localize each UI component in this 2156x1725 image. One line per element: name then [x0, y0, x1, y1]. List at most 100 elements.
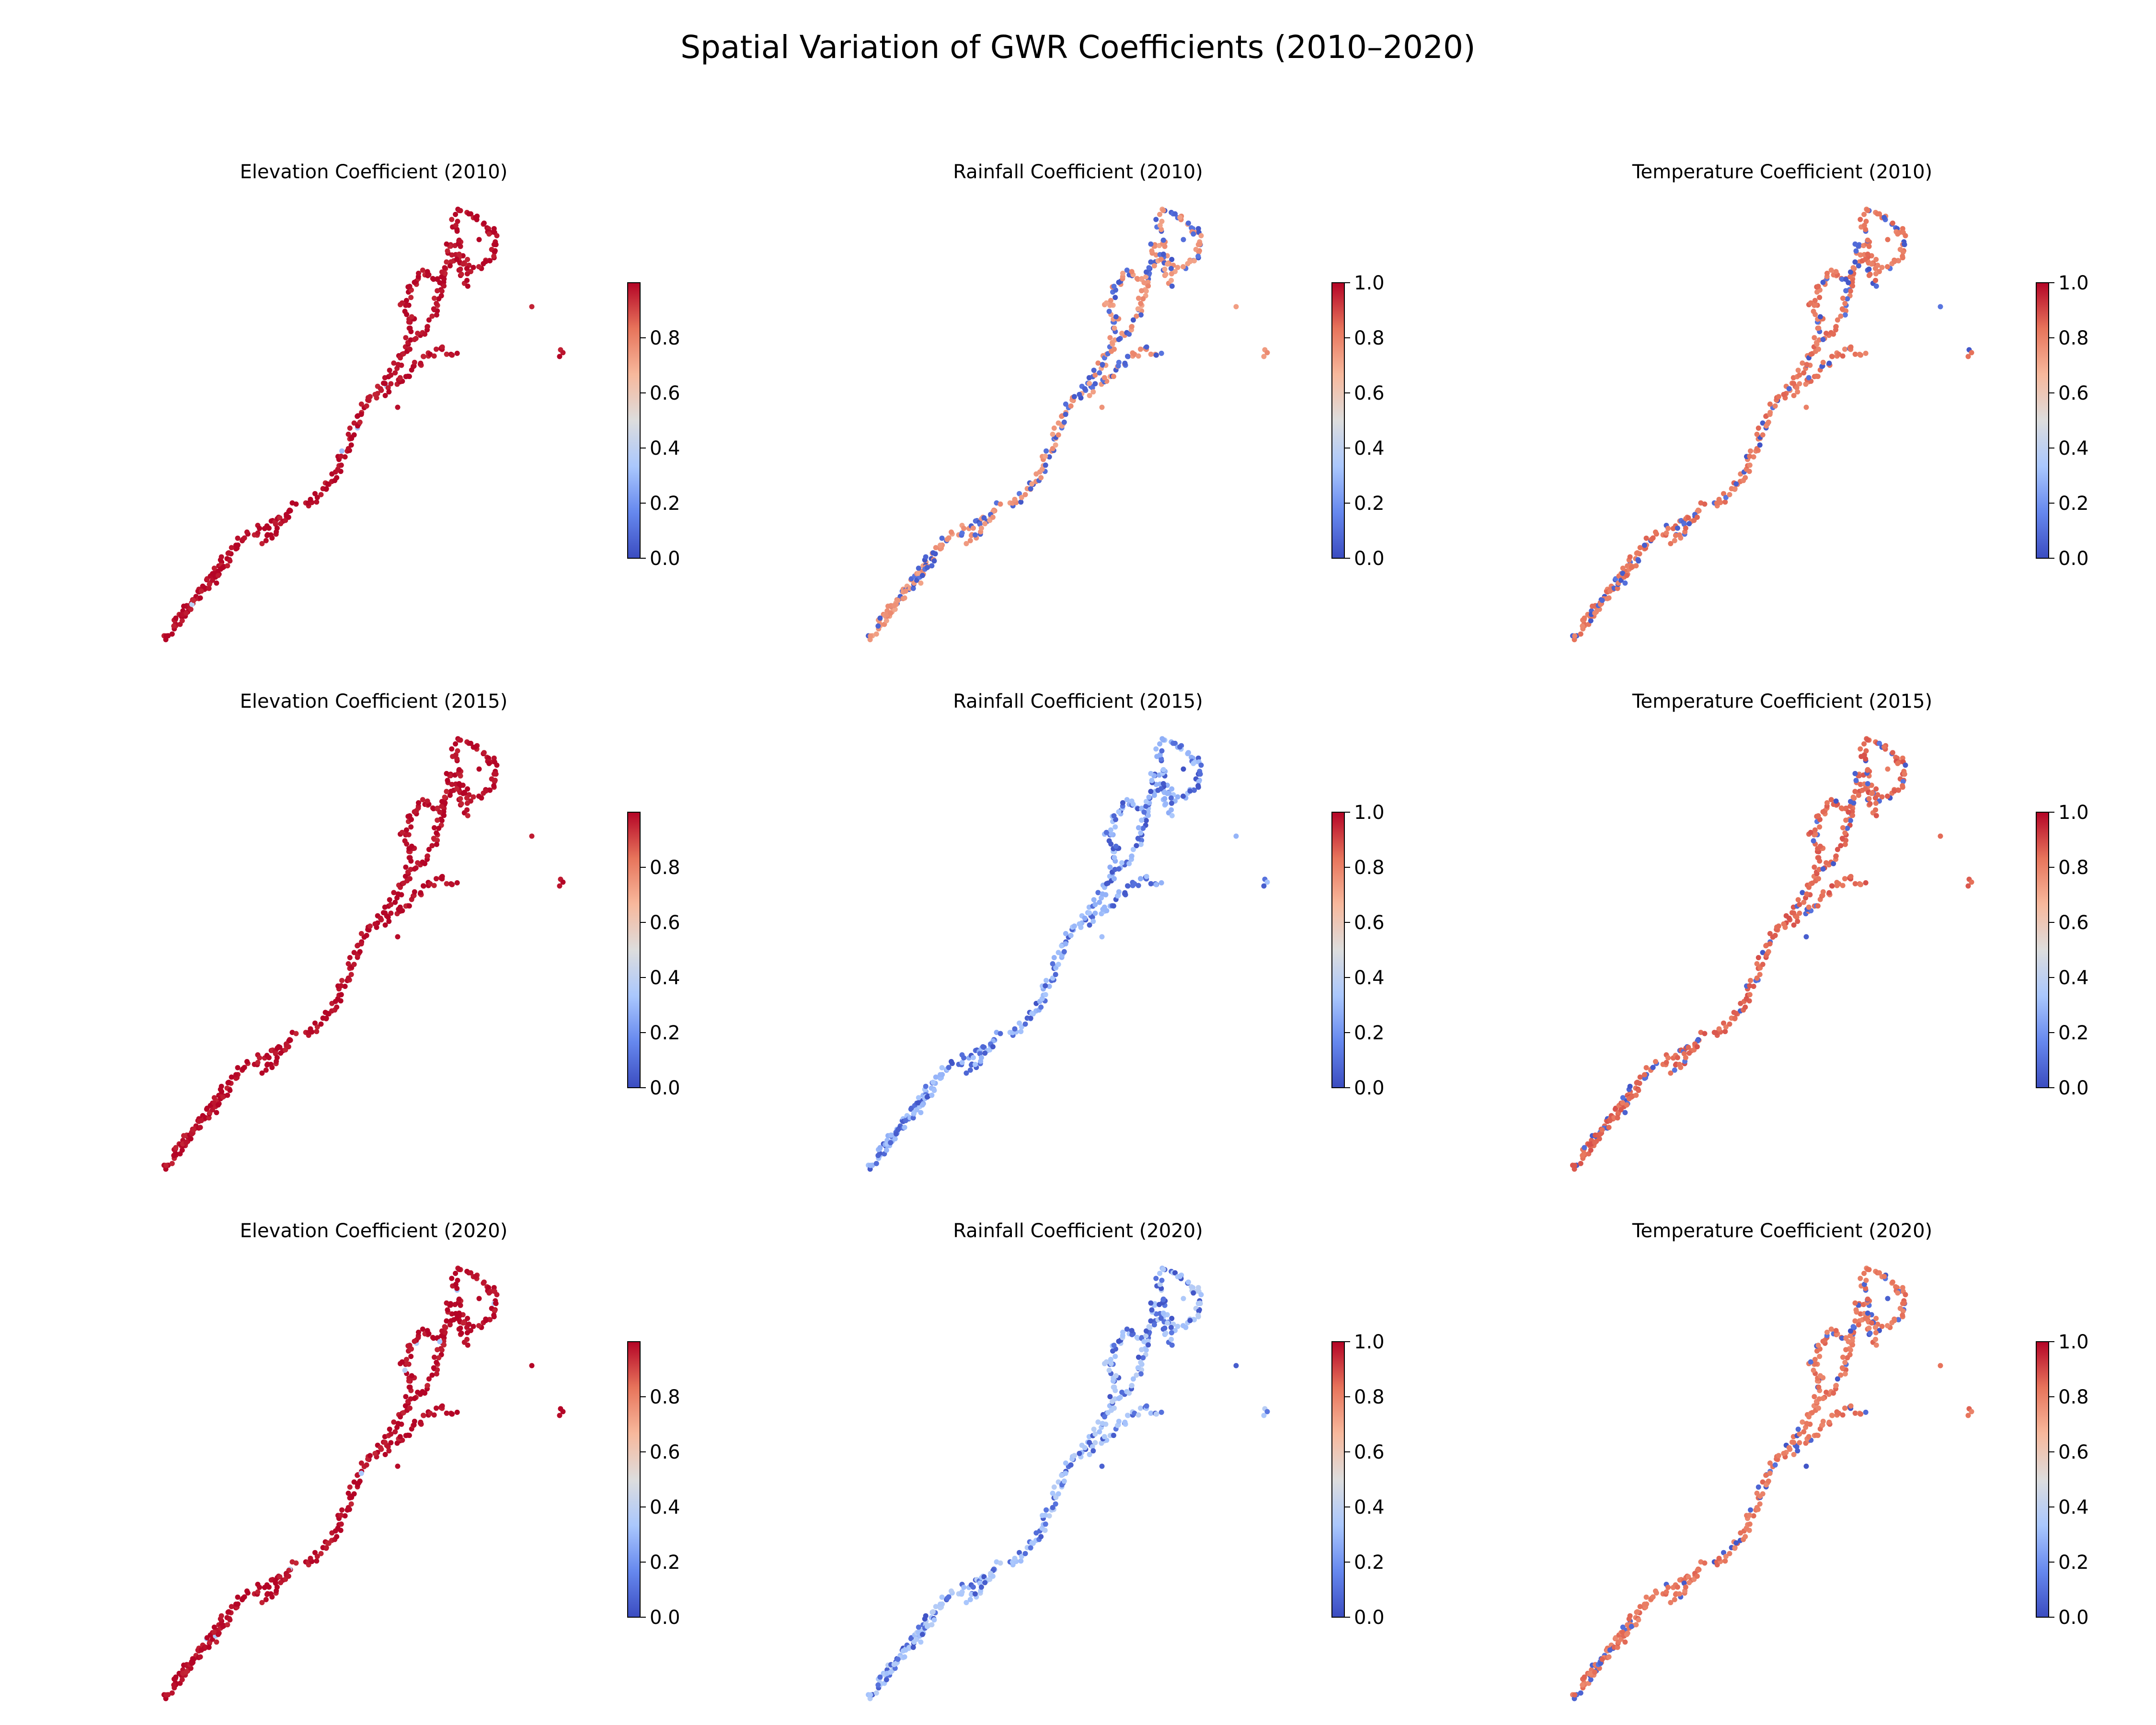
data-point — [470, 264, 476, 270]
data-point — [1615, 1644, 1620, 1650]
data-point — [1755, 955, 1761, 960]
colorbar-tick-label: 0.6 — [650, 382, 680, 404]
colorbar-tick-label: 0.0 — [650, 1077, 680, 1099]
data-point — [1261, 354, 1267, 359]
data-point — [1017, 1020, 1022, 1026]
data-point — [277, 1574, 283, 1580]
data-point — [1817, 824, 1823, 830]
data-point — [1572, 1162, 1578, 1168]
data-point — [1143, 1333, 1149, 1339]
data-point — [385, 385, 391, 391]
data-point — [1833, 324, 1839, 330]
data-point — [1881, 1274, 1887, 1279]
data-point — [1702, 1031, 1708, 1036]
data-point — [990, 1044, 996, 1049]
data-point — [1845, 826, 1850, 831]
data-point — [493, 1300, 498, 1306]
data-point — [1811, 309, 1816, 314]
data-point — [444, 770, 449, 776]
data-point — [1628, 1094, 1634, 1100]
data-point — [220, 1094, 226, 1100]
data-point — [1722, 1029, 1728, 1035]
data-point — [227, 1617, 233, 1623]
data-point — [972, 1591, 978, 1597]
data-point — [198, 1647, 204, 1653]
data-point — [1103, 1359, 1109, 1365]
data-point — [1865, 781, 1870, 786]
data-point — [1092, 381, 1098, 387]
data-point — [1820, 1338, 1826, 1344]
data-point — [218, 1613, 224, 1619]
data-point — [220, 564, 226, 570]
data-point — [1138, 346, 1143, 352]
data-point — [1181, 264, 1186, 270]
data-point — [1665, 1055, 1671, 1061]
data-point — [924, 1094, 930, 1100]
colorbar — [1331, 282, 1345, 559]
data-point — [1817, 1354, 1823, 1359]
data-point — [1018, 1029, 1024, 1035]
data-point — [1766, 1478, 1771, 1484]
data-point — [1823, 860, 1829, 866]
data-point — [1624, 1632, 1629, 1637]
data-point — [1754, 1505, 1760, 1510]
data-point — [1077, 1450, 1082, 1456]
data-point — [198, 588, 204, 594]
data-point — [1055, 962, 1061, 967]
data-point — [1126, 861, 1132, 866]
data-point — [1852, 1300, 1858, 1306]
data-point — [1801, 1429, 1807, 1435]
data-point — [977, 1580, 983, 1586]
data-point — [1620, 1630, 1626, 1635]
data-point — [1017, 491, 1022, 496]
data-point — [560, 879, 566, 885]
data-point — [314, 1553, 320, 1559]
data-point — [1826, 1419, 1832, 1425]
data-point — [183, 610, 189, 616]
data-point — [1873, 813, 1879, 818]
data-point — [465, 257, 470, 262]
data-point — [434, 1359, 439, 1365]
data-point — [1817, 843, 1823, 849]
data-point — [1140, 1355, 1146, 1361]
point-layer — [1570, 1265, 1974, 1702]
data-point — [1676, 1591, 1682, 1597]
data-point — [1168, 1324, 1174, 1330]
data-point — [1853, 1307, 1859, 1313]
data-point — [418, 1419, 424, 1425]
data-point — [382, 1452, 388, 1457]
data-point — [227, 1088, 233, 1093]
data-point — [1139, 1347, 1145, 1353]
data-point — [1803, 404, 1809, 410]
data-point — [1969, 1409, 1974, 1414]
colorbar-tick-label: 0.2 — [2058, 1022, 2089, 1044]
data-point — [1872, 1324, 1878, 1330]
data-point — [1130, 847, 1136, 852]
data-point — [1839, 836, 1845, 841]
data-point — [1861, 752, 1867, 758]
data-point — [439, 874, 445, 879]
data-point — [1017, 1550, 1022, 1555]
data-point — [1153, 882, 1159, 887]
data-point — [1132, 881, 1137, 886]
data-point — [1791, 1439, 1797, 1445]
data-point — [1751, 454, 1756, 460]
data-point — [351, 1491, 357, 1497]
data-point — [241, 535, 247, 541]
data-point — [431, 836, 436, 841]
data-point — [1760, 1479, 1766, 1485]
data-point — [1812, 864, 1817, 870]
data-point — [435, 817, 440, 823]
data-point — [1038, 1004, 1044, 1010]
data-point — [358, 401, 364, 407]
data-point — [978, 525, 984, 531]
data-point — [211, 1624, 217, 1630]
data-point — [1643, 1065, 1649, 1070]
data-point — [1169, 1342, 1175, 1348]
data-point — [949, 529, 954, 535]
data-point — [436, 1355, 442, 1361]
data-point — [1797, 1431, 1802, 1437]
data-point — [225, 1622, 230, 1628]
data-point — [206, 1644, 212, 1650]
data-point — [1816, 1405, 1821, 1411]
